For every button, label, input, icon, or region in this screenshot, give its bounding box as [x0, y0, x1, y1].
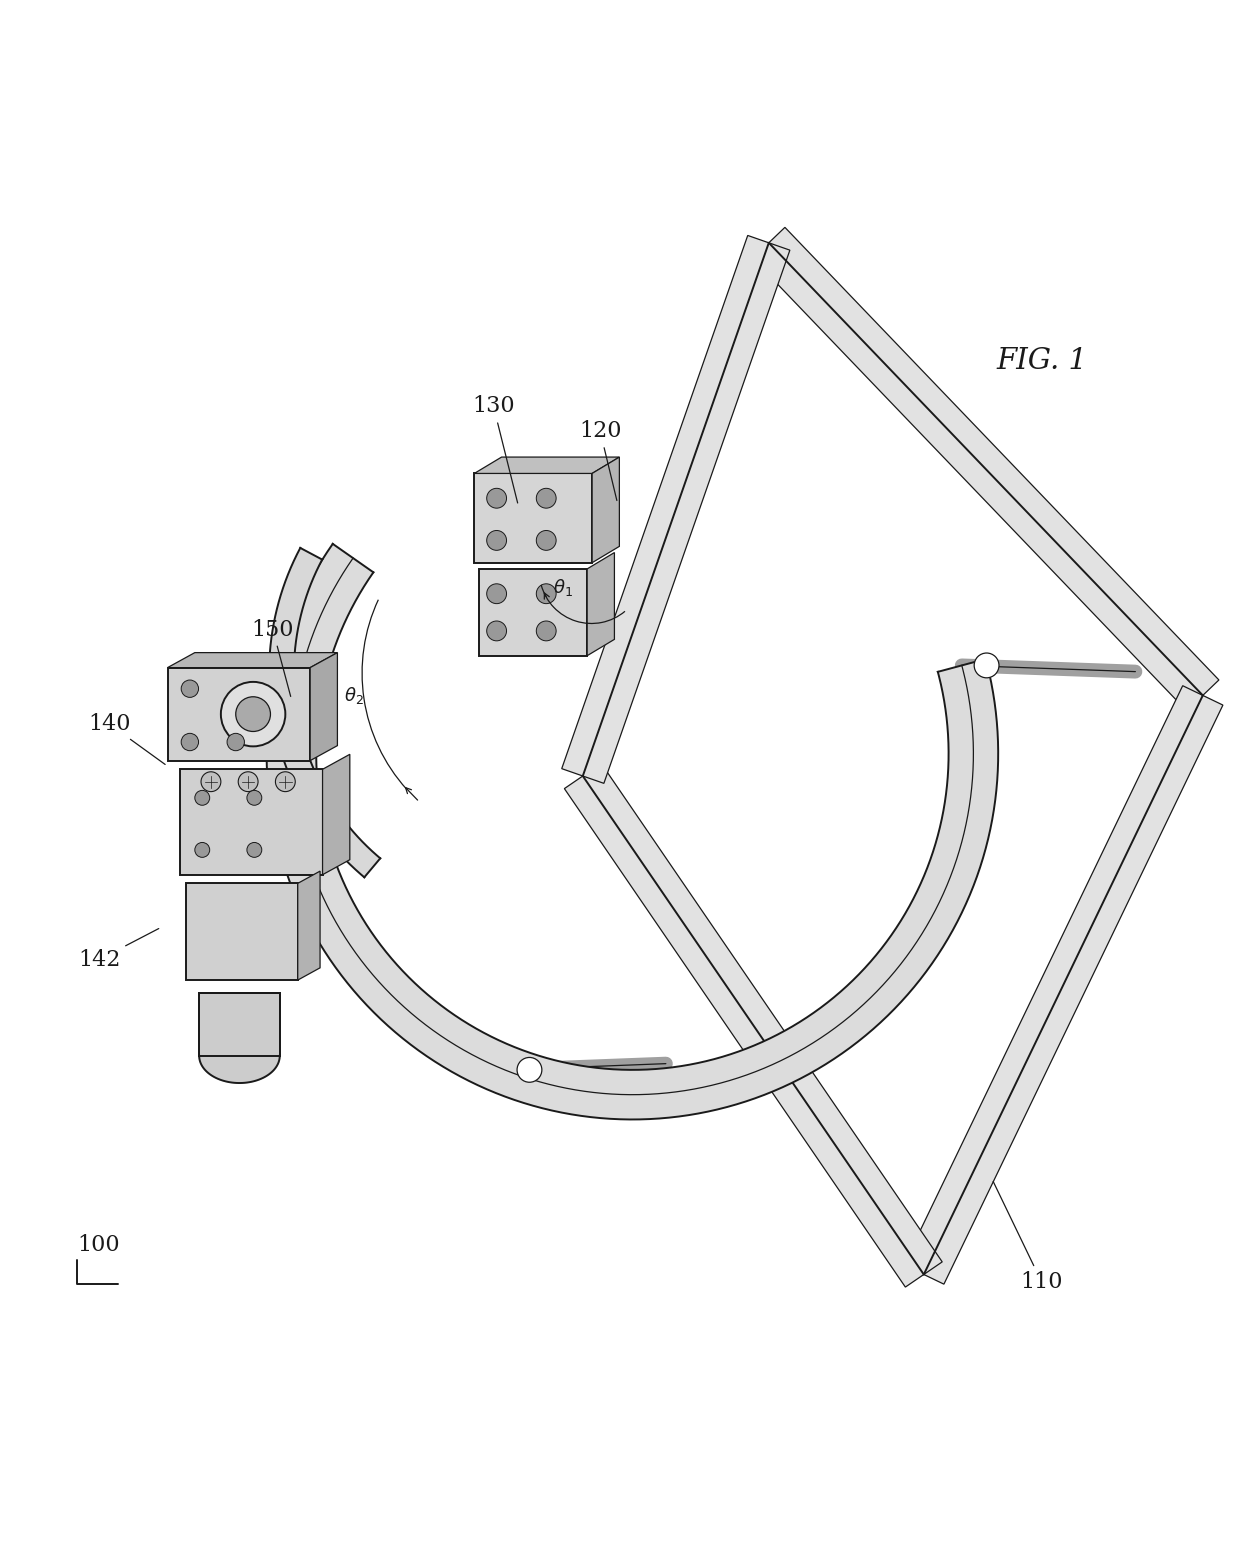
- Text: $\theta_1$: $\theta_1$: [553, 577, 573, 598]
- Polygon shape: [588, 553, 615, 655]
- Circle shape: [181, 734, 198, 751]
- Circle shape: [195, 843, 210, 857]
- Text: 142: 142: [78, 928, 159, 970]
- Polygon shape: [186, 883, 298, 981]
- Text: 110: 110: [993, 1181, 1063, 1293]
- Circle shape: [537, 584, 556, 604]
- Polygon shape: [180, 770, 322, 875]
- Circle shape: [537, 531, 556, 551]
- Circle shape: [236, 697, 270, 731]
- Polygon shape: [562, 236, 790, 784]
- Polygon shape: [593, 458, 620, 563]
- Circle shape: [238, 771, 258, 792]
- Polygon shape: [322, 754, 350, 875]
- Polygon shape: [479, 570, 588, 655]
- Circle shape: [181, 680, 198, 697]
- Polygon shape: [298, 871, 320, 981]
- Circle shape: [486, 584, 507, 604]
- Polygon shape: [269, 548, 381, 877]
- Circle shape: [221, 681, 285, 747]
- Circle shape: [195, 790, 210, 805]
- Circle shape: [247, 790, 262, 805]
- Text: 140: 140: [88, 712, 165, 765]
- Text: $\theta_2$: $\theta_2$: [343, 684, 363, 706]
- Circle shape: [517, 1057, 542, 1082]
- Polygon shape: [267, 543, 998, 1119]
- Text: 130: 130: [472, 396, 517, 503]
- Polygon shape: [474, 473, 593, 563]
- Circle shape: [227, 734, 244, 751]
- Circle shape: [247, 843, 262, 857]
- Circle shape: [537, 621, 556, 641]
- Circle shape: [486, 489, 507, 508]
- Circle shape: [486, 621, 507, 641]
- Circle shape: [201, 771, 221, 792]
- Text: 120: 120: [579, 421, 621, 500]
- Polygon shape: [753, 227, 1219, 711]
- Polygon shape: [167, 653, 337, 667]
- Circle shape: [486, 531, 507, 551]
- Circle shape: [275, 771, 295, 792]
- Polygon shape: [200, 992, 280, 1055]
- Polygon shape: [564, 764, 942, 1287]
- Polygon shape: [310, 653, 337, 760]
- Polygon shape: [167, 667, 310, 760]
- Text: FIG. 1: FIG. 1: [996, 346, 1087, 374]
- Polygon shape: [474, 458, 620, 473]
- Polygon shape: [200, 1055, 280, 1083]
- Polygon shape: [904, 686, 1223, 1284]
- Text: 100: 100: [77, 1234, 119, 1256]
- Circle shape: [975, 653, 999, 678]
- Circle shape: [537, 489, 556, 508]
- Text: 150: 150: [252, 619, 294, 697]
